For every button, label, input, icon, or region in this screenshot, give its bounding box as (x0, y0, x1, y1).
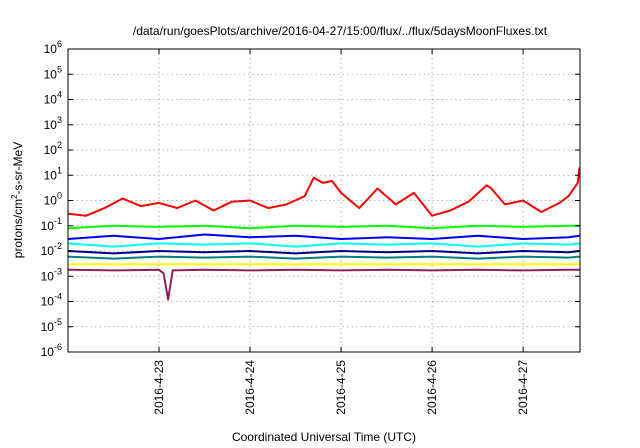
x-tick-label: 2016-4-26 (425, 360, 439, 415)
y-tick-label: 101 (44, 165, 62, 182)
x-tick-label: 2016-4-27 (516, 360, 530, 415)
chart-title: /data/run/goesPlots/archive/2016-04-27/1… (133, 24, 548, 38)
y-tick-label: 10-5 (41, 317, 62, 334)
y-tick-label: 102 (44, 140, 62, 157)
y-tick-label: 103 (44, 115, 62, 132)
y-tick-label: 105 (44, 64, 62, 81)
y-tick-label: 10-1 (41, 216, 62, 233)
y-tick-label: 104 (44, 90, 62, 107)
y-tick-label: 106 (44, 39, 62, 56)
axes: 10-6 10-5 10-4 10-3 10-2 10-1 100 101 102 103 104 1… (41, 39, 580, 415)
x-tick-label: 2016-4-24 (243, 360, 257, 415)
series-line-2 (67, 224, 580, 230)
y-tick-label: 10-6 (41, 342, 62, 359)
series-line-5 (67, 250, 580, 255)
y-tick-label: 10-4 (41, 292, 62, 309)
x-axis-label: Coordinated Universal Time (UTC) (232, 430, 416, 444)
y-tick-label: 10-3 (41, 266, 62, 283)
series-line-3 (67, 233, 580, 240)
x-tick-label: 2016-4-23 (152, 360, 166, 415)
series-line-8 (67, 268, 580, 301)
series-line-6 (67, 255, 580, 260)
x-tick-label: 2016-4-25 (334, 360, 348, 415)
grid (68, 49, 580, 352)
y-tick-label: 10-2 (41, 241, 62, 258)
y-tick-label: 100 (44, 191, 62, 208)
y-axis-label: protons/cm2-s-sr-MeV (10, 142, 25, 258)
series-line-4 (67, 242, 580, 248)
plot-frame (67, 48, 581, 353)
data-series (67, 167, 581, 301)
series-line-1 (67, 167, 581, 217)
